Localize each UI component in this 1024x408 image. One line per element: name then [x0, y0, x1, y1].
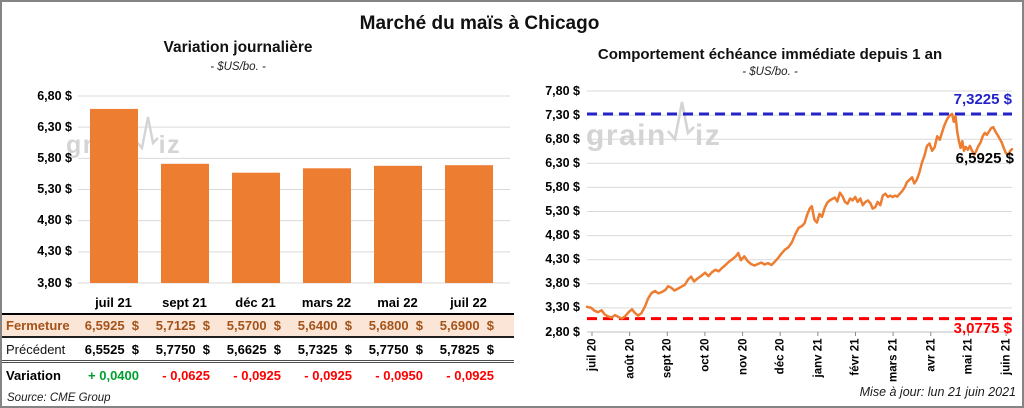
table-cell: 5,6400 $ [297, 318, 352, 333]
table-cell: 5,6625 $ [226, 341, 281, 357]
bar-chart-title: Variation journalière [163, 39, 313, 56]
y-tick-label: 5,30 $ [545, 204, 580, 218]
row-label: Fermeture [6, 318, 70, 333]
y-tick-label: 6,30 $ [545, 155, 580, 170]
table-header-row: juil 21 sept 21 déc 21 mars 22 mai 22 juil 22 [2, 292, 514, 313]
row-label: Précédent [6, 341, 66, 357]
table-cell: - 0,0925 [304, 368, 352, 383]
high-price-label: 7,3225 $ [953, 91, 1012, 108]
bar-déc-21 [232, 172, 280, 283]
y-tick-label: 4,30 $ [545, 252, 580, 267]
x-tick-label: mars 21 [887, 338, 900, 382]
table-cell: - 0,0925 [446, 368, 494, 383]
table-row-variation: Variation + 0,0400 - 0,0625 - 0,0925 - 0,092… [2, 363, 514, 388]
bar-sept-21 [161, 163, 209, 283]
table-row-precedent: Précédent 6,5525 $ 5,7750 $ 5,6625 $ 5,7325 … [2, 338, 514, 363]
watermark-text: iz [694, 119, 722, 152]
y-tick-label: 4,80 $ [545, 228, 580, 243]
y-tick-label: 3,80 $ [37, 275, 72, 290]
watermark-spike-icon [666, 101, 695, 142]
table-column-header: mars 22 [301, 295, 352, 310]
bar-juil-21 [90, 108, 138, 284]
table-cell: 5,7125 $ [155, 318, 210, 333]
source-note: Source: CME Group [7, 392, 111, 404]
table-column-header: déc 21 [235, 295, 276, 310]
table-cell: 5,7325 $ [297, 341, 352, 357]
x-tick-label: juin 21 [1000, 338, 1013, 375]
table-cell: 5,7750 $ [368, 341, 423, 357]
x-tick-label: juil 20 [586, 338, 599, 372]
x-tick-label: févr 21 [849, 338, 862, 376]
y-tick-label: 5,30 $ [37, 182, 72, 196]
table-cell: 5,5700 $ [226, 318, 281, 333]
low-price-label: 3,0775 $ [953, 320, 1012, 337]
table-cell: 5,6900 $ [439, 318, 494, 333]
table-column-header: juil 22 [450, 295, 487, 310]
bar-mai-22 [374, 165, 422, 283]
x-tick-label: août 20 [624, 338, 637, 379]
watermark-spike-icon [134, 116, 159, 151]
table-cell: - 0,0625 [162, 368, 210, 383]
table-cell: 6,5925 $ [84, 318, 139, 333]
y-tick-label: 4,80 $ [37, 213, 72, 228]
futures-price-table: juil 21 sept 21 déc 21 mars 22 mai 22 juil 22… [2, 292, 514, 388]
bar-juil-22 [445, 165, 493, 283]
table-column-header: sept 21 [162, 295, 207, 310]
row-label: Variation [6, 368, 61, 383]
x-tick-label: mai 21 [962, 338, 975, 375]
table-cell: - 0,0925 [233, 368, 281, 383]
line-chart-subtitle: - $US/bo. - [742, 66, 798, 78]
y-tick-label: 6,80 $ [37, 88, 72, 103]
y-tick-label: 7,80 $ [545, 83, 580, 98]
y-tick-label: 4,30 $ [37, 244, 72, 259]
bar-chart-subtitle: - $US/bo. - [210, 61, 266, 73]
watermark-text: grain [586, 119, 667, 152]
y-tick-label: 3,80 $ [545, 276, 580, 291]
x-tick-label: avr 21 [925, 338, 938, 372]
table-row-fermeture: Fermeture 6,5925 $ 5,7125 $ 5,5700 $ 5,6400 … [2, 313, 514, 338]
table-cell: 5,7825 $ [439, 341, 494, 357]
last-price-label: 6,5925 $ [955, 150, 1014, 167]
watermark-text: iz [158, 131, 182, 159]
table-column-header: juil 21 [95, 295, 132, 310]
table-cell: 5,7750 $ [155, 341, 210, 357]
y-tick-label: 6,80 $ [545, 131, 580, 146]
bar-mars-22 [303, 168, 351, 283]
x-tick-label: oct 20 [699, 338, 712, 372]
x-tick-label: janv 21 [812, 338, 825, 378]
table-cell: 6,5525 $ [84, 341, 139, 357]
y-tick-label: 6,30 $ [37, 119, 72, 134]
price-line [585, 112, 1014, 320]
table-cell: + 0,0400 [88, 368, 139, 383]
y-tick-label: 3,30 $ [545, 300, 580, 315]
y-tick-label: 5,80 $ [37, 150, 72, 165]
x-tick-label: sept 20 [661, 338, 674, 379]
table-cell: - 0,0950 [375, 368, 423, 383]
table-cell: 5,6800 $ [368, 318, 423, 333]
line-chart-title: Comportement échéance immédiate depuis 1… [597, 46, 943, 63]
x-tick-label: déc 20 [774, 338, 787, 375]
update-note: Mise à jour: lun 21 juin 2021 [859, 385, 1016, 399]
x-tick-label: nov 20 [737, 338, 750, 375]
y-tick-label: 7,30 $ [545, 107, 580, 122]
y-tick-label: 2,80 $ [545, 324, 580, 339]
y-tick-label: 5,80 $ [545, 179, 580, 194]
page-title: Marché du maïs à Chicago [359, 13, 600, 34]
table-column-header: mai 22 [377, 295, 418, 310]
